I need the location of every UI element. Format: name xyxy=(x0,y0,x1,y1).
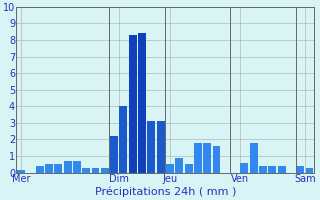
Bar xyxy=(306,168,314,173)
Bar xyxy=(64,161,72,173)
Bar xyxy=(138,33,146,173)
Bar xyxy=(212,146,220,173)
Bar xyxy=(157,121,164,173)
Bar xyxy=(268,166,276,173)
Bar xyxy=(73,161,81,173)
Bar xyxy=(194,143,202,173)
X-axis label: Précipitations 24h ( mm ): Précipitations 24h ( mm ) xyxy=(95,187,236,197)
Bar xyxy=(54,164,62,173)
Bar xyxy=(166,164,174,173)
Bar xyxy=(101,168,109,173)
Bar xyxy=(259,166,267,173)
Bar xyxy=(296,166,304,173)
Bar xyxy=(129,35,137,173)
Bar xyxy=(110,136,118,173)
Bar xyxy=(45,164,53,173)
Bar xyxy=(175,158,183,173)
Bar xyxy=(278,166,285,173)
Bar xyxy=(36,166,44,173)
Bar xyxy=(82,168,90,173)
Bar xyxy=(203,143,211,173)
Bar xyxy=(240,163,248,173)
Bar xyxy=(250,143,258,173)
Bar xyxy=(17,170,25,173)
Bar xyxy=(92,168,100,173)
Bar xyxy=(119,106,127,173)
Bar xyxy=(148,121,155,173)
Bar xyxy=(185,164,193,173)
